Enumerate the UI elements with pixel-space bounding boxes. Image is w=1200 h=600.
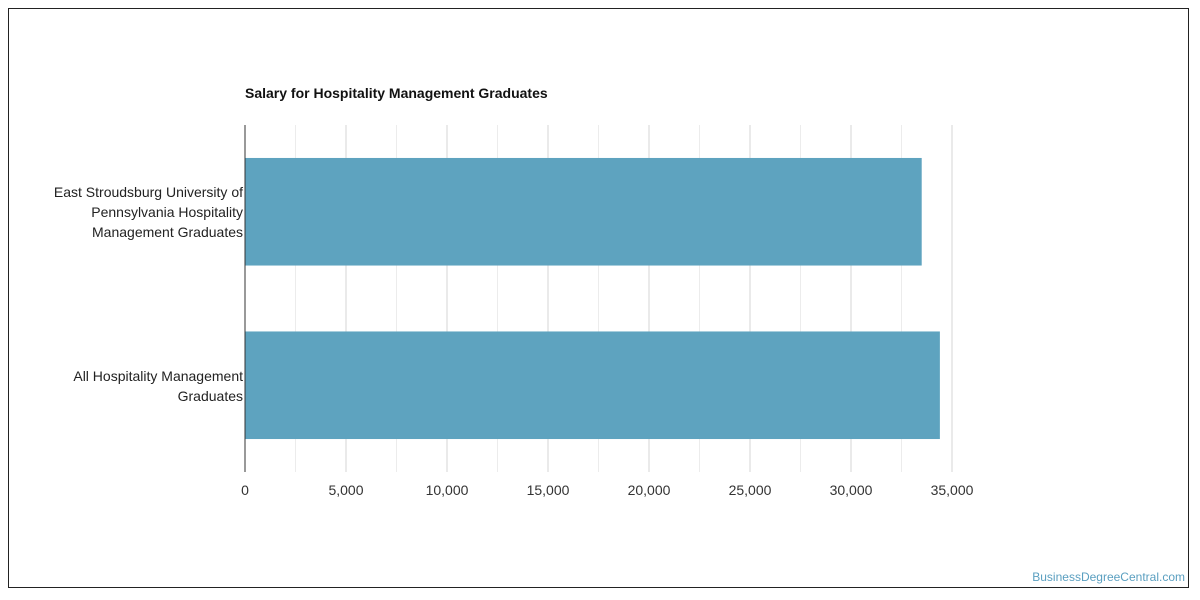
bars: [245, 157, 940, 440]
x-tick-label: 10,000: [426, 482, 469, 498]
x-tick-label: 25,000: [729, 482, 772, 498]
bar: [245, 157, 922, 266]
bar: [245, 331, 940, 440]
x-tick-label: 35,000: [931, 482, 974, 498]
category-label-east-stroudsburg: East Stroudsburg University of Pennsylva…: [13, 182, 243, 242]
x-tick-label: 15,000: [527, 482, 570, 498]
chart-title: Salary for Hospitality Management Gradua…: [245, 85, 548, 101]
x-tick-label: 5,000: [328, 482, 363, 498]
category-label-line: Pennsylvania Hospitality: [91, 204, 243, 220]
x-tick-label: 0: [241, 482, 249, 498]
category-label-line: Graduates: [177, 388, 243, 404]
category-label-line: East Stroudsburg University of: [53, 184, 243, 200]
x-axis-ticks: 0 5,000 10,000 15,000 20,000 25,000 30,000 35,0…: [241, 482, 974, 498]
category-label-all-graduates: All Hospitality Management Graduates: [13, 366, 243, 406]
category-label-line: Management Graduates: [92, 224, 243, 240]
watermark: BusinessDegreeCentral.com: [1032, 570, 1185, 584]
x-tick-label: 30,000: [830, 482, 873, 498]
category-label-line: All Hospitality Management: [73, 368, 243, 384]
x-tick-label: 20,000: [628, 482, 671, 498]
